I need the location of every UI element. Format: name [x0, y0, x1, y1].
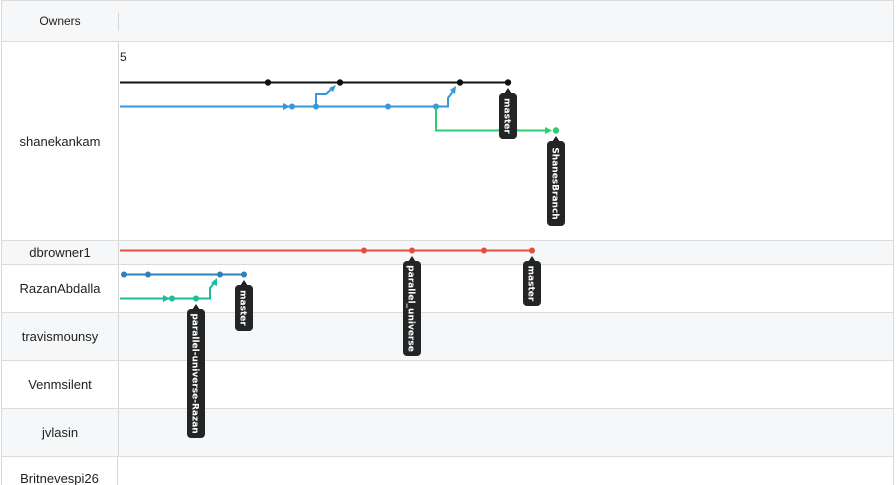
commit-dot[interactable] [529, 247, 535, 254]
branch-line-shanesbranch[interactable] [435, 106, 560, 135]
owner-name[interactable]: travismounsy [2, 313, 119, 360]
branch-tag-shanesbranch[interactable]: ShanesBranch [547, 136, 565, 226]
tag-background [187, 309, 205, 438]
tag-background [235, 285, 253, 331]
owner-name[interactable]: dbrowner1 [2, 241, 119, 264]
branch-tag-label: master [502, 98, 512, 134]
branch-line-master-razanabdalla[interactable] [121, 271, 247, 278]
commit-dot[interactable] [504, 79, 512, 86]
branch-line [435, 106, 550, 132]
commit-dot[interactable] [336, 79, 344, 86]
owner-row-britnevespi26: Britnevespi26 [2, 457, 893, 485]
commit-dot[interactable] [217, 271, 223, 278]
branch-tag-master[interactable]: master [235, 280, 253, 331]
commit-dot[interactable] [361, 247, 367, 254]
commit-dot[interactable] [552, 127, 560, 134]
branch-line-master-shanekankam[interactable] [120, 79, 512, 86]
branch-tag-master[interactable]: master [499, 88, 517, 139]
merge-connector [196, 281, 216, 300]
commit-dot[interactable] [409, 247, 415, 254]
tag-pointer [528, 256, 536, 262]
arrow-icon [163, 295, 170, 302]
owner-name[interactable]: Britnevespi26 [2, 457, 118, 485]
merge-connector [436, 89, 455, 108]
branch-tag-label: ShanesBranch [550, 147, 560, 219]
owner-row-dbrowner1: dbrowner1 [2, 241, 893, 265]
branch-line-parallel-universe-razan[interactable] [120, 278, 217, 302]
owners-column-header: Owners [39, 14, 81, 28]
commit-dot[interactable] [456, 79, 464, 86]
tag-pointer [408, 256, 416, 262]
tag-pointer [504, 88, 512, 94]
tag-pointer [240, 280, 248, 286]
arrow-icon [545, 127, 552, 134]
owner-row-venmsilent: Venmsilent [2, 361, 893, 409]
branch-line-blue-shanekankam[interactable] [120, 85, 456, 110]
tag-pointer [552, 136, 560, 142]
commit-dot[interactable] [169, 295, 175, 302]
branch-tag-parallel-universe-razan[interactable]: parallel-universe-Razan [187, 304, 205, 438]
owner-name[interactable]: shanekankam [2, 42, 119, 240]
tag-background [403, 261, 421, 356]
owner-row-jvlasin: jvlasin [2, 409, 893, 457]
tag-pointer [192, 304, 200, 310]
commit-dot[interactable] [241, 271, 247, 278]
branch-tag-label: master [526, 266, 536, 302]
branch-tag-parallel-universe[interactable]: parallel_universe [403, 256, 421, 356]
header-divider [118, 13, 119, 31]
branch-tag-label: master [238, 290, 248, 326]
commit-dot[interactable] [481, 247, 487, 254]
commit-dot[interactable] [264, 79, 272, 86]
arrow-icon [450, 86, 456, 94]
branch-line-master-dbrowner1[interactable] [120, 247, 535, 254]
owner-name[interactable]: RazanAbdalla [2, 265, 119, 312]
tag-background [547, 141, 565, 226]
owner-name[interactable]: Venmsilent [2, 361, 119, 408]
tag-background [499, 93, 517, 139]
merge-connector [315, 87, 334, 107]
owner-row-travismounsy: travismounsy [2, 313, 893, 361]
tag-background [523, 261, 541, 306]
table-header: Owners [2, 0, 893, 42]
arrow-icon [283, 103, 290, 110]
owner-name[interactable]: jvlasin [2, 409, 119, 456]
owner-row-razanabdalla: RazanAbdalla [2, 265, 893, 313]
branch-tag-master[interactable]: master [523, 256, 541, 306]
branch-tag-label: parallel_universe [406, 265, 416, 352]
branch-tag-label: parallel-universe-Razan [190, 313, 200, 433]
commit-dot[interactable] [121, 271, 127, 278]
arrow-icon [329, 85, 336, 92]
owner-row-shanekankam: shanekankam [2, 42, 893, 241]
commit-dot[interactable] [145, 271, 151, 278]
commit-dot[interactable] [385, 103, 391, 110]
commit-count-label: 5 [120, 50, 127, 64]
arrow-icon [211, 278, 217, 286]
commit-dot[interactable] [289, 103, 295, 110]
